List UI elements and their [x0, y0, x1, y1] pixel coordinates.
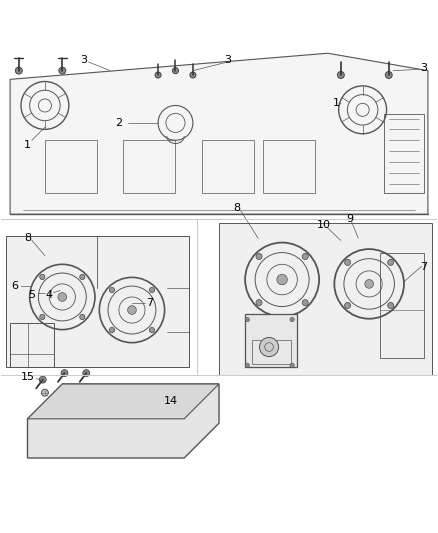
Circle shape — [83, 370, 90, 377]
Polygon shape — [6, 236, 188, 367]
Circle shape — [39, 376, 46, 383]
Circle shape — [40, 274, 45, 280]
Bar — [385, 114, 424, 192]
Circle shape — [173, 68, 179, 74]
Circle shape — [42, 407, 48, 414]
Circle shape — [302, 253, 308, 260]
Bar — [201, 140, 254, 192]
Bar — [123, 140, 176, 192]
Circle shape — [85, 385, 92, 392]
Circle shape — [110, 287, 115, 293]
Text: 1: 1 — [333, 98, 340, 108]
Circle shape — [190, 72, 196, 78]
Circle shape — [40, 314, 45, 320]
Text: 6: 6 — [11, 281, 18, 291]
Text: 7: 7 — [146, 298, 153, 309]
Circle shape — [80, 314, 85, 320]
Text: 15: 15 — [21, 373, 35, 383]
Text: 8: 8 — [24, 233, 31, 243]
Text: 1: 1 — [24, 140, 31, 150]
Polygon shape — [28, 384, 219, 419]
Polygon shape — [28, 384, 219, 458]
Text: 4: 4 — [46, 290, 53, 300]
Circle shape — [277, 274, 287, 285]
Bar — [123, 427, 176, 454]
Polygon shape — [219, 223, 432, 375]
Circle shape — [181, 411, 187, 418]
Bar — [252, 341, 291, 365]
Circle shape — [149, 327, 155, 333]
Circle shape — [172, 385, 179, 392]
Bar — [10, 323, 53, 367]
Circle shape — [256, 253, 262, 260]
Circle shape — [256, 300, 262, 306]
Circle shape — [337, 71, 344, 78]
Circle shape — [385, 71, 392, 78]
Circle shape — [58, 293, 67, 301]
Circle shape — [245, 318, 250, 322]
Text: 10: 10 — [316, 220, 330, 230]
Text: 5: 5 — [28, 290, 35, 300]
Circle shape — [42, 389, 48, 396]
Circle shape — [61, 370, 68, 377]
Circle shape — [290, 363, 294, 367]
Text: 9: 9 — [346, 214, 353, 224]
Bar — [245, 314, 297, 367]
Text: 14: 14 — [164, 397, 178, 407]
Bar — [45, 140, 97, 192]
Circle shape — [365, 279, 374, 288]
Text: 8: 8 — [233, 203, 240, 213]
Bar — [45, 427, 110, 454]
Circle shape — [80, 274, 85, 280]
Circle shape — [290, 318, 294, 322]
Circle shape — [388, 302, 394, 309]
Bar — [380, 254, 424, 358]
Circle shape — [59, 67, 66, 74]
Circle shape — [149, 287, 155, 293]
Circle shape — [245, 363, 250, 367]
Circle shape — [15, 67, 22, 74]
Circle shape — [302, 300, 308, 306]
Circle shape — [388, 260, 394, 265]
Circle shape — [110, 327, 115, 333]
Text: 3: 3 — [224, 55, 231, 65]
Circle shape — [345, 302, 351, 309]
Circle shape — [155, 72, 161, 78]
Circle shape — [128, 385, 135, 392]
Circle shape — [345, 260, 351, 265]
Circle shape — [127, 305, 136, 314]
Text: 3: 3 — [420, 63, 427, 74]
Text: 2: 2 — [115, 118, 123, 128]
Circle shape — [259, 337, 279, 357]
Polygon shape — [10, 53, 428, 214]
Bar — [262, 140, 315, 192]
Text: 3: 3 — [81, 55, 88, 65]
Text: 7: 7 — [420, 262, 427, 271]
